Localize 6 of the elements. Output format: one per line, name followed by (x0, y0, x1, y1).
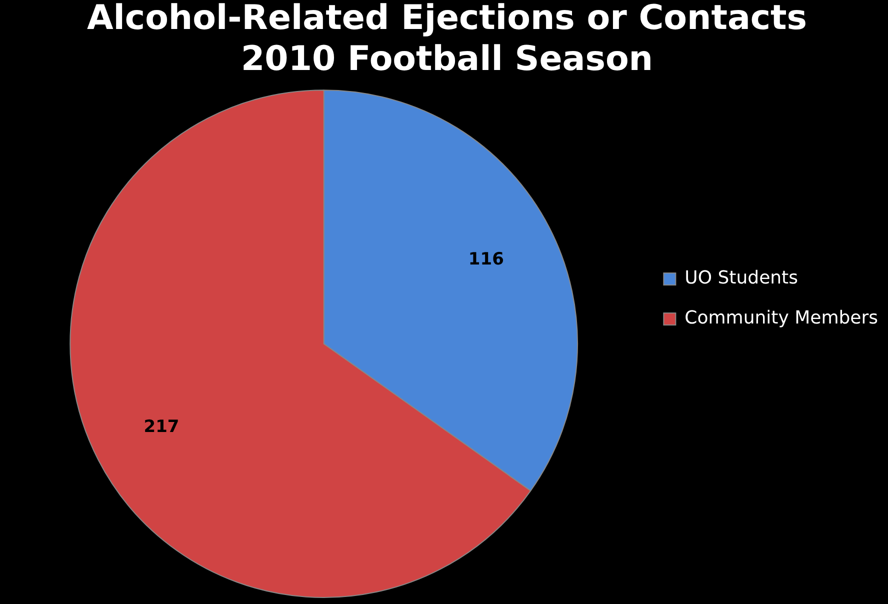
data-label: 116 (468, 249, 504, 270)
chart-subtitle: 2010 Football Season (240, 39, 654, 80)
legend-label: UO Students (684, 268, 798, 289)
chart-title: Alcohol-Related Ejections or Contacts (86, 0, 808, 38)
legend-label: Community Members (684, 308, 878, 329)
data-label: 217 (144, 416, 180, 437)
